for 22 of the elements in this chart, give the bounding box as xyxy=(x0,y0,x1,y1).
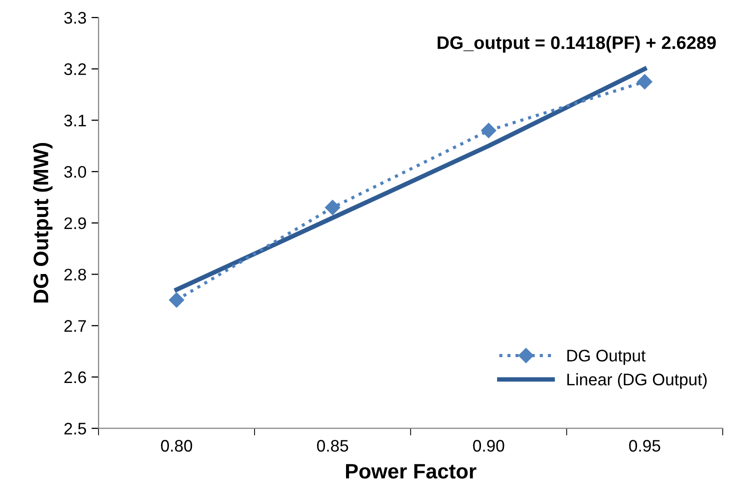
point xyxy=(637,74,652,90)
y-tick-label: 3.2 xyxy=(64,63,86,76)
x-tick-label: 0.90 xyxy=(473,440,504,452)
x-tick-label: 0.85 xyxy=(317,440,348,452)
point xyxy=(481,122,496,138)
legend-label: DG Output xyxy=(567,350,646,365)
y-tick-label: 2.8 xyxy=(64,268,86,280)
y-tick-label: 2.6 xyxy=(64,371,86,384)
y-tick-label: 2.7 xyxy=(64,320,86,332)
y-tick-label: 2.5 xyxy=(64,422,86,435)
x-tick-label: 0.80 xyxy=(161,440,192,452)
y-tick-label: 3.0 xyxy=(64,166,86,178)
x-axis-title: Power Factor xyxy=(346,464,476,479)
x-tick-label: 0.95 xyxy=(629,440,660,452)
point xyxy=(325,200,340,216)
legend-label: Linear (DG Output) xyxy=(567,373,707,389)
y-tick-label: 3.1 xyxy=(64,114,86,126)
y-tick-label: 3.3 xyxy=(64,12,86,24)
annotation: DG_output = 0.1418(PF) + 2.6289 xyxy=(438,36,716,53)
point xyxy=(169,292,184,308)
y-axis-title: DG Output (MW) xyxy=(33,142,52,303)
y-tick-label: 2.9 xyxy=(64,217,86,230)
